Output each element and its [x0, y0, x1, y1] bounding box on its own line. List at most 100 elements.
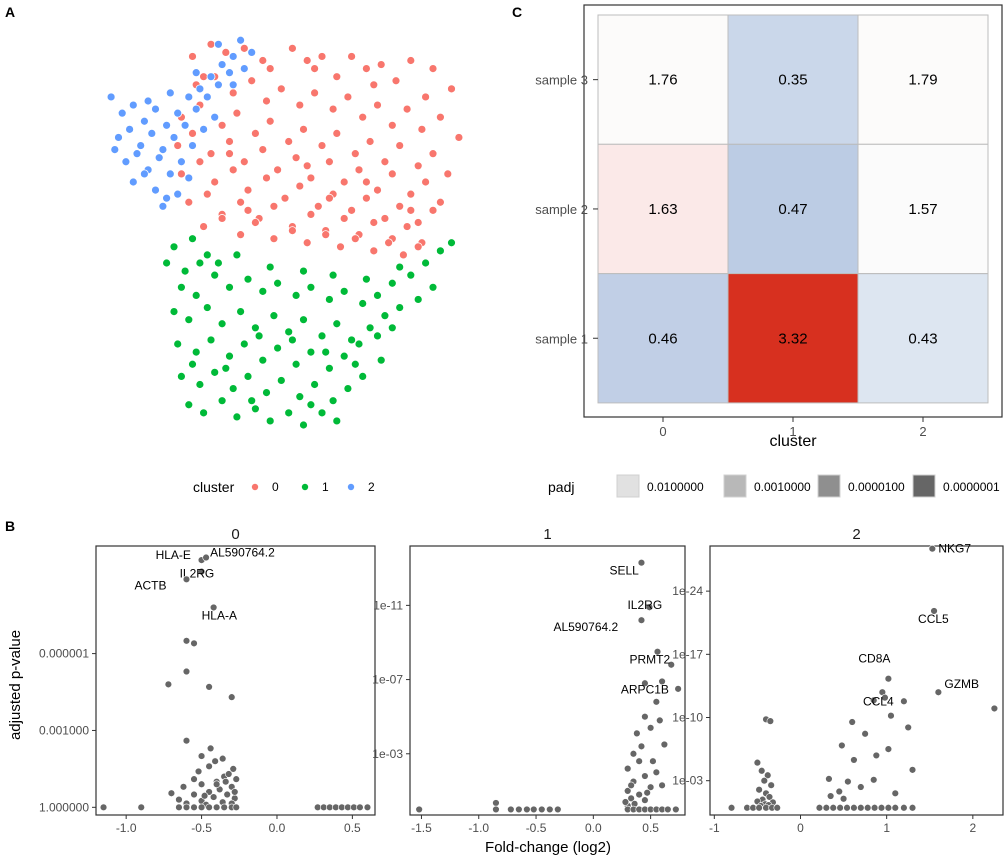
- tsne-point-cluster-0: [336, 242, 345, 252]
- tsne-point-cluster-2: [239, 64, 249, 73]
- tsne-point-cluster-1: [387, 323, 397, 333]
- tsne-point-cluster-0: [239, 157, 249, 167]
- volcano-point: [864, 804, 872, 812]
- volcano-xtick-label: 1: [883, 821, 890, 835]
- tsne-point-cluster-2: [213, 80, 223, 90]
- tsne-point-cluster-0: [454, 133, 464, 142]
- tsne-point-cluster-0: [321, 230, 331, 240]
- tsne-point-cluster-1: [299, 315, 308, 325]
- volcano-point: [765, 793, 774, 801]
- tsne-point-cluster-2: [128, 100, 138, 110]
- panel-b-label: B: [5, 518, 15, 534]
- tsne-point-cluster-1: [284, 327, 294, 337]
- volcano-point: [990, 704, 999, 713]
- tsne-point-cluster-0: [225, 149, 234, 159]
- tsne-point-cluster-0: [373, 185, 382, 195]
- tsne-point-cluster-2: [151, 185, 160, 195]
- volcano-point: [546, 805, 554, 814]
- heatmap-cell-value: 0.35: [778, 72, 807, 89]
- tsne-point-cluster-2: [162, 120, 172, 130]
- volcano-xtick-label: -0.5: [526, 821, 547, 835]
- volcano-point: [848, 718, 856, 726]
- tsne-scatter: [106, 35, 464, 430]
- volcano-point: [753, 758, 762, 767]
- tsne-point-cluster-1: [199, 408, 209, 418]
- volcano-ytick-label: 0.000001: [39, 647, 89, 661]
- heatmap-cell: [727, 14, 859, 145]
- volcano-point: [205, 803, 213, 812]
- tsne-point-cluster-1: [373, 290, 382, 300]
- volcano-point: [175, 795, 183, 804]
- volcano-ytick-label: 1e-07: [372, 673, 403, 687]
- tsne-point-cluster-1: [343, 384, 353, 393]
- tsne-point-cluster-1: [291, 290, 301, 300]
- tsne-point-cluster-2: [139, 116, 149, 126]
- volcano-point: [767, 781, 775, 789]
- tsne-point-cluster-1: [236, 307, 246, 317]
- tsne-point-cluster-0: [358, 112, 368, 122]
- volcano-point: [884, 745, 893, 753]
- tsne-point-cluster-2: [213, 39, 223, 49]
- tsne-point-cluster-1: [324, 363, 334, 373]
- volcano-point: [641, 796, 649, 804]
- volcano-point: [839, 795, 848, 803]
- padj-legend-key: [616, 474, 640, 498]
- volcano-point: [621, 798, 630, 806]
- tsne-point-cluster-0: [387, 120, 397, 130]
- tsne-point-cluster-1: [354, 339, 364, 349]
- tsne-point-cluster-0: [421, 92, 431, 102]
- volcano-point: [755, 804, 763, 812]
- tsne-point-cluster-2: [121, 157, 131, 167]
- tsne-point-cluster-1: [269, 311, 279, 321]
- tsne-point-cluster-0: [250, 218, 260, 227]
- tsne-point-cluster-0: [343, 92, 353, 102]
- panel-a-label: A: [5, 4, 15, 20]
- tsne-point-cluster-0: [354, 165, 364, 175]
- volcano-point-labeled: [202, 553, 210, 562]
- volcano-point: [221, 777, 230, 786]
- tsne-point-cluster-1: [317, 331, 327, 341]
- volcano-xtick-label: -1.0: [116, 821, 137, 835]
- volcano-point: [218, 754, 227, 763]
- volcano-facet-title-0: 0: [231, 526, 239, 543]
- tsne-point-cluster-2: [132, 149, 142, 159]
- volcano-point: [182, 637, 191, 645]
- tsne-point-cluster-2: [139, 169, 149, 179]
- tsne-point-cluster-0: [310, 88, 320, 98]
- volcano-gene-label: CCL5: [918, 612, 949, 626]
- volcano-point: [660, 740, 669, 749]
- volcano-point: [643, 789, 651, 797]
- volcano-ytick-label: 0.001000: [39, 723, 89, 737]
- tsne-point-cluster-1: [299, 266, 308, 276]
- tsne-point-cluster-1: [169, 307, 179, 317]
- tsne-point-cluster-0: [413, 161, 423, 171]
- tsne-point-cluster-0: [317, 52, 327, 61]
- volcano-point-labeled: [653, 648, 662, 656]
- volcano-ylabel: adjusted p-value: [7, 630, 24, 740]
- tsne-point-cluster-1: [365, 323, 375, 333]
- volcano-point: [356, 803, 364, 812]
- volcano-point: [205, 762, 213, 771]
- volcano-point: [200, 792, 209, 800]
- tsne-point-cluster-1: [265, 262, 275, 272]
- volcano-xtick-label: 0.0: [269, 821, 286, 835]
- tsne-point-cluster-0: [217, 214, 227, 223]
- tsne-point-cluster-1: [217, 319, 227, 329]
- tsne-point-cluster-0: [243, 205, 253, 215]
- tsne-point-cluster-1: [191, 347, 201, 357]
- volcano-point: [870, 776, 878, 784]
- volcano-point: [190, 639, 198, 648]
- heatmap-axis-title: cluster: [769, 433, 817, 450]
- volcano-point: [629, 750, 638, 758]
- volcano-point: [658, 781, 666, 790]
- tsne-point-cluster-1: [328, 270, 338, 280]
- tsne-point-cluster-1: [321, 347, 331, 357]
- tsne-point-cluster-0: [236, 197, 246, 207]
- volcano-gene-label: CCL4: [863, 695, 894, 709]
- volcano-xlabel: Fold-change (log2): [485, 839, 611, 856]
- volcano-point: [646, 724, 655, 732]
- tsne-point-cluster-2: [158, 145, 168, 155]
- tsne-point-cluster-2: [114, 133, 123, 142]
- volcano-point: [206, 744, 215, 753]
